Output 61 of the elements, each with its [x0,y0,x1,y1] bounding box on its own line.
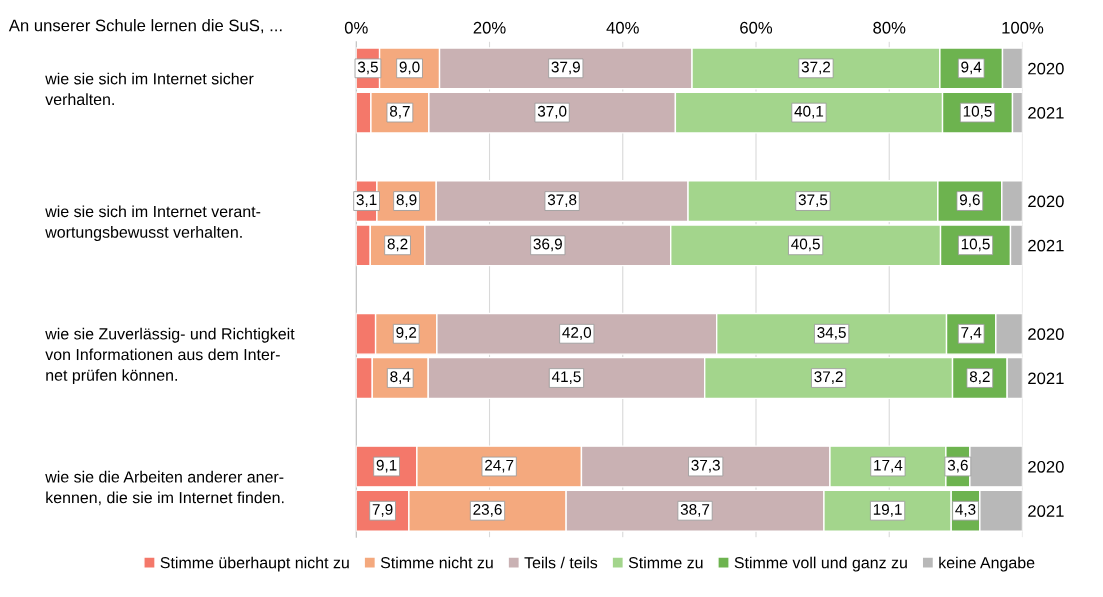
data-label: 3,5 [357,61,378,75]
data-label: 8,7 [389,105,410,119]
data-label: 3,1 [356,194,377,207]
y-tick-label: 2020 [1028,195,1064,208]
data-label: 41,5 [551,371,581,384]
y-tick-label: 2021 [1028,239,1064,252]
data-label: 23,6 [473,504,502,517]
text: wie sie sich im Internet verant- wortungsbewusst verhalten. [45,205,261,241]
data-label: 37,9 [551,61,580,75]
y-tick-label: 2021 [1028,372,1064,385]
data-label: 8,4 [390,371,411,384]
y-tick-label: 2020 [1028,62,1064,75]
y-tick-label: 2021 [1028,505,1064,517]
data-label: 42,0 [562,327,592,340]
data-label: 40,5 [791,238,820,252]
data-label: 37,3 [691,459,720,473]
legend-label: keine Angabe [939,556,1035,572]
x-tick-label: 40% [606,21,639,34]
data-label: 9,1 [376,459,397,473]
data-label: 8,2 [387,238,408,252]
text: wie sie sich im Internet sicher verhalten. [45,72,254,106]
data-label: 36,9 [533,238,562,252]
legend-label: Stimme nicht zu [380,556,493,569]
data-label: 37,5 [798,194,828,207]
data-label: 9,2 [396,327,417,340]
x-tick-label: 80% [873,21,906,34]
y-tick-label: 2020 [1028,460,1064,473]
x-tick-label: 60% [740,21,773,34]
data-label: 9,6 [959,194,980,207]
data-label: 37,2 [814,371,843,384]
data-label: 37,8 [547,194,577,207]
data-label: 40,1 [794,105,824,119]
text: wie sie Zuverlässig- und Richtigkeit von Informationen aus dem Inter- net prüfen können. [45,327,295,385]
legend-label: Stimme zu [628,556,703,569]
data-label: 37,2 [801,61,831,75]
data-label: 24,7 [485,459,514,473]
y-tick-label: 2021 [1028,106,1064,119]
data-label: 8,9 [396,194,417,207]
data-label: 38,7 [680,504,710,517]
data-label: 9,0 [399,61,420,75]
data-label: 17,4 [874,459,903,473]
x-tick-label: 20% [473,21,506,34]
x-tick-label: 0% [344,21,368,34]
text: wie sie die Arbeiten anderer aner- kennen, die sie im Internet finden. [45,470,284,506]
legend-label: Teils / teils [524,556,598,569]
data-label: 7,4 [961,327,982,340]
data-label: 19,1 [873,504,902,517]
data-label: 34,5 [817,327,846,340]
data-label: 3,6 [947,459,968,473]
data-label: 10,5 [963,105,992,119]
data-label: 8,2 [969,371,990,384]
y-tick-label: 2020 [1028,328,1064,340]
data-label: 10,5 [961,238,990,252]
legend-label: Stimme überhaupt nicht zu [160,556,349,572]
text: An unserer Schule lernen die SuS, ... [8,19,282,34]
data-label: 4,3 [955,504,976,517]
legend-label: Stimme voll und ganz zu [734,556,907,572]
data-label: 37,0 [537,105,567,119]
data-label: 7,9 [372,504,393,517]
data-label: 9,4 [961,61,982,75]
x-tick-label: 100% [1002,21,1044,34]
